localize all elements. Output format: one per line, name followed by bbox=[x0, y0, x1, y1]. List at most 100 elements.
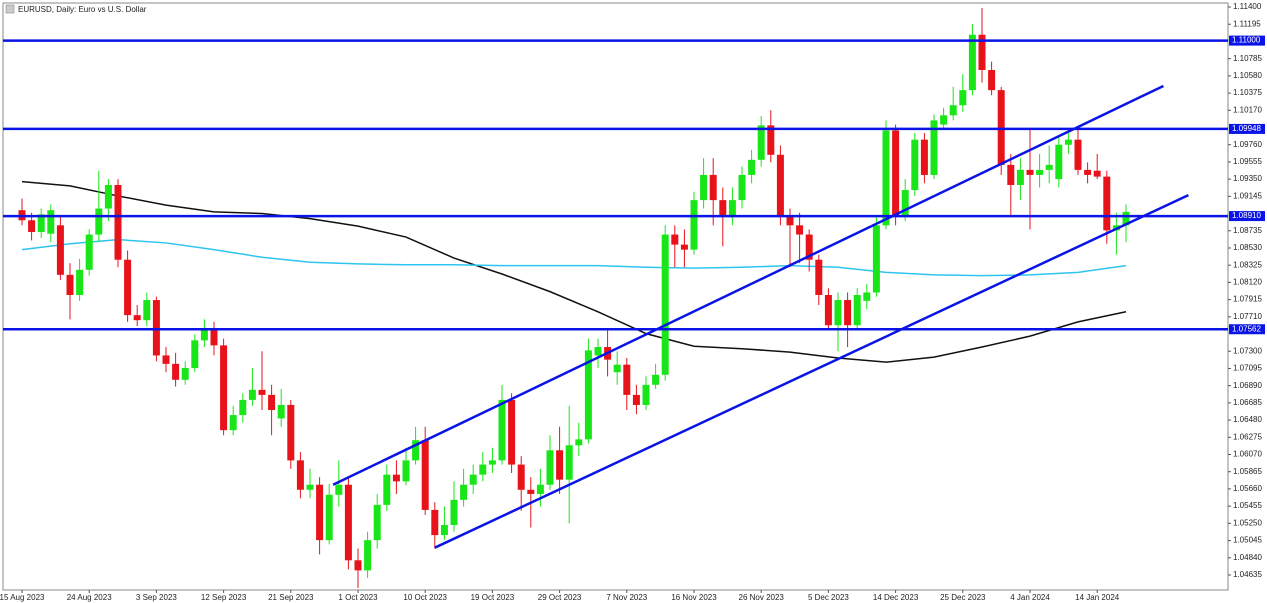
candle-body bbox=[959, 90, 967, 106]
candle-body bbox=[460, 484, 468, 500]
candle-body bbox=[488, 460, 496, 465]
candle-body bbox=[335, 484, 343, 495]
candle-body bbox=[373, 504, 381, 541]
candle-body bbox=[872, 225, 880, 293]
y-tick-label: 1.07710 bbox=[1233, 312, 1262, 321]
candle-body bbox=[316, 484, 324, 541]
moving-average bbox=[21, 180, 1127, 363]
candle-body bbox=[949, 105, 957, 116]
candle-body bbox=[152, 300, 160, 356]
candle-body bbox=[143, 300, 151, 321]
candle-body bbox=[104, 185, 112, 209]
candle-body bbox=[680, 244, 688, 250]
candle-body bbox=[700, 174, 708, 201]
candle-body bbox=[988, 69, 996, 91]
candle-body bbox=[920, 139, 928, 175]
y-tick-label: 1.09555 bbox=[1233, 157, 1262, 166]
candle-body bbox=[220, 345, 228, 431]
candle-body bbox=[892, 130, 900, 216]
y-tick-label: 1.06480 bbox=[1233, 415, 1262, 424]
candle-body bbox=[1055, 144, 1063, 180]
candle-body bbox=[805, 234, 813, 260]
candle-body bbox=[652, 374, 660, 385]
x-tick-label: 4 Jan 2024 bbox=[1010, 593, 1050, 602]
candle-body bbox=[824, 294, 832, 326]
candle-body bbox=[517, 464, 525, 490]
candle-body bbox=[930, 120, 938, 175]
y-tick-label: 1.10375 bbox=[1233, 88, 1262, 97]
candle-body bbox=[114, 185, 122, 260]
trendline bbox=[434, 193, 1189, 549]
y-tick-label: 1.05660 bbox=[1233, 484, 1262, 493]
candle-body bbox=[623, 364, 631, 395]
candle-body bbox=[402, 460, 410, 482]
candle-body bbox=[882, 130, 890, 226]
candle-body bbox=[95, 208, 103, 235]
candle-body bbox=[354, 560, 362, 571]
candle-body bbox=[748, 159, 756, 175]
candle-body bbox=[757, 125, 765, 160]
x-tick-label: 16 Nov 2023 bbox=[671, 593, 717, 602]
candle-body bbox=[296, 460, 304, 490]
y-tick-label: 1.06275 bbox=[1233, 432, 1262, 441]
candle-body bbox=[344, 484, 352, 561]
candle-body bbox=[671, 234, 679, 245]
candle-body bbox=[584, 350, 592, 440]
y-tick-label: 1.10170 bbox=[1233, 105, 1262, 114]
candle-body bbox=[796, 225, 804, 235]
candle-body bbox=[1122, 211, 1130, 226]
candle-body bbox=[1026, 169, 1034, 175]
candle-body bbox=[1093, 170, 1101, 177]
candle-body bbox=[162, 355, 170, 364]
candle-body bbox=[527, 489, 535, 494]
chart-title: EURUSD, Daily: Euro vs U.S. Dollar bbox=[18, 5, 147, 14]
candle-body bbox=[968, 34, 976, 91]
y-tick-label: 1.04840 bbox=[1233, 553, 1262, 562]
y-tick-label: 1.08530 bbox=[1233, 243, 1262, 252]
moving-average bbox=[21, 238, 1127, 277]
candle-body bbox=[815, 259, 823, 295]
plot-frame bbox=[2, 2, 1229, 591]
candle-body bbox=[210, 330, 218, 346]
level-label: 1.07562 bbox=[1232, 324, 1261, 333]
y-tick-label: 1.05865 bbox=[1233, 467, 1262, 476]
candle-body bbox=[239, 399, 247, 416]
y-tick-label: 1.06685 bbox=[1233, 398, 1262, 407]
candle-body bbox=[325, 494, 333, 541]
candle-body bbox=[1045, 164, 1053, 170]
candle-body bbox=[613, 364, 621, 373]
candle-body bbox=[383, 474, 391, 505]
x-tick-label: 14 Dec 2023 bbox=[873, 593, 919, 602]
symbol-icon bbox=[5, 4, 15, 14]
y-tick-label: 1.09145 bbox=[1233, 191, 1262, 200]
y-tick-label: 1.07300 bbox=[1233, 346, 1262, 355]
x-tick-label: 3 Sep 2023 bbox=[136, 593, 177, 602]
y-tick-label: 1.08120 bbox=[1233, 278, 1262, 287]
candle-body bbox=[901, 190, 909, 216]
candle-body bbox=[181, 368, 189, 380]
candle-body bbox=[28, 220, 36, 233]
trendline bbox=[332, 84, 1164, 486]
candle-body bbox=[508, 399, 516, 465]
candle-body bbox=[738, 174, 746, 201]
candle-body bbox=[786, 215, 794, 226]
candle-body bbox=[863, 292, 871, 301]
level-label: 1.08910 bbox=[1232, 211, 1261, 220]
level-label: 1.11000 bbox=[1232, 36, 1261, 45]
candle-body bbox=[1074, 139, 1082, 170]
candle-body bbox=[479, 464, 487, 475]
candle-body bbox=[565, 445, 573, 480]
candle-body bbox=[450, 499, 458, 526]
x-tick-label: 19 Oct 2023 bbox=[471, 593, 515, 602]
candle-body bbox=[469, 474, 477, 485]
level-label-bg bbox=[1229, 123, 1265, 134]
candle-body bbox=[47, 210, 55, 234]
candle-body bbox=[124, 259, 132, 316]
y-tick-label: 1.05250 bbox=[1233, 518, 1262, 527]
y-tick-label: 1.07915 bbox=[1233, 295, 1262, 304]
candle-body bbox=[1084, 169, 1092, 175]
candle-body bbox=[56, 225, 64, 275]
candle-body bbox=[229, 415, 237, 431]
